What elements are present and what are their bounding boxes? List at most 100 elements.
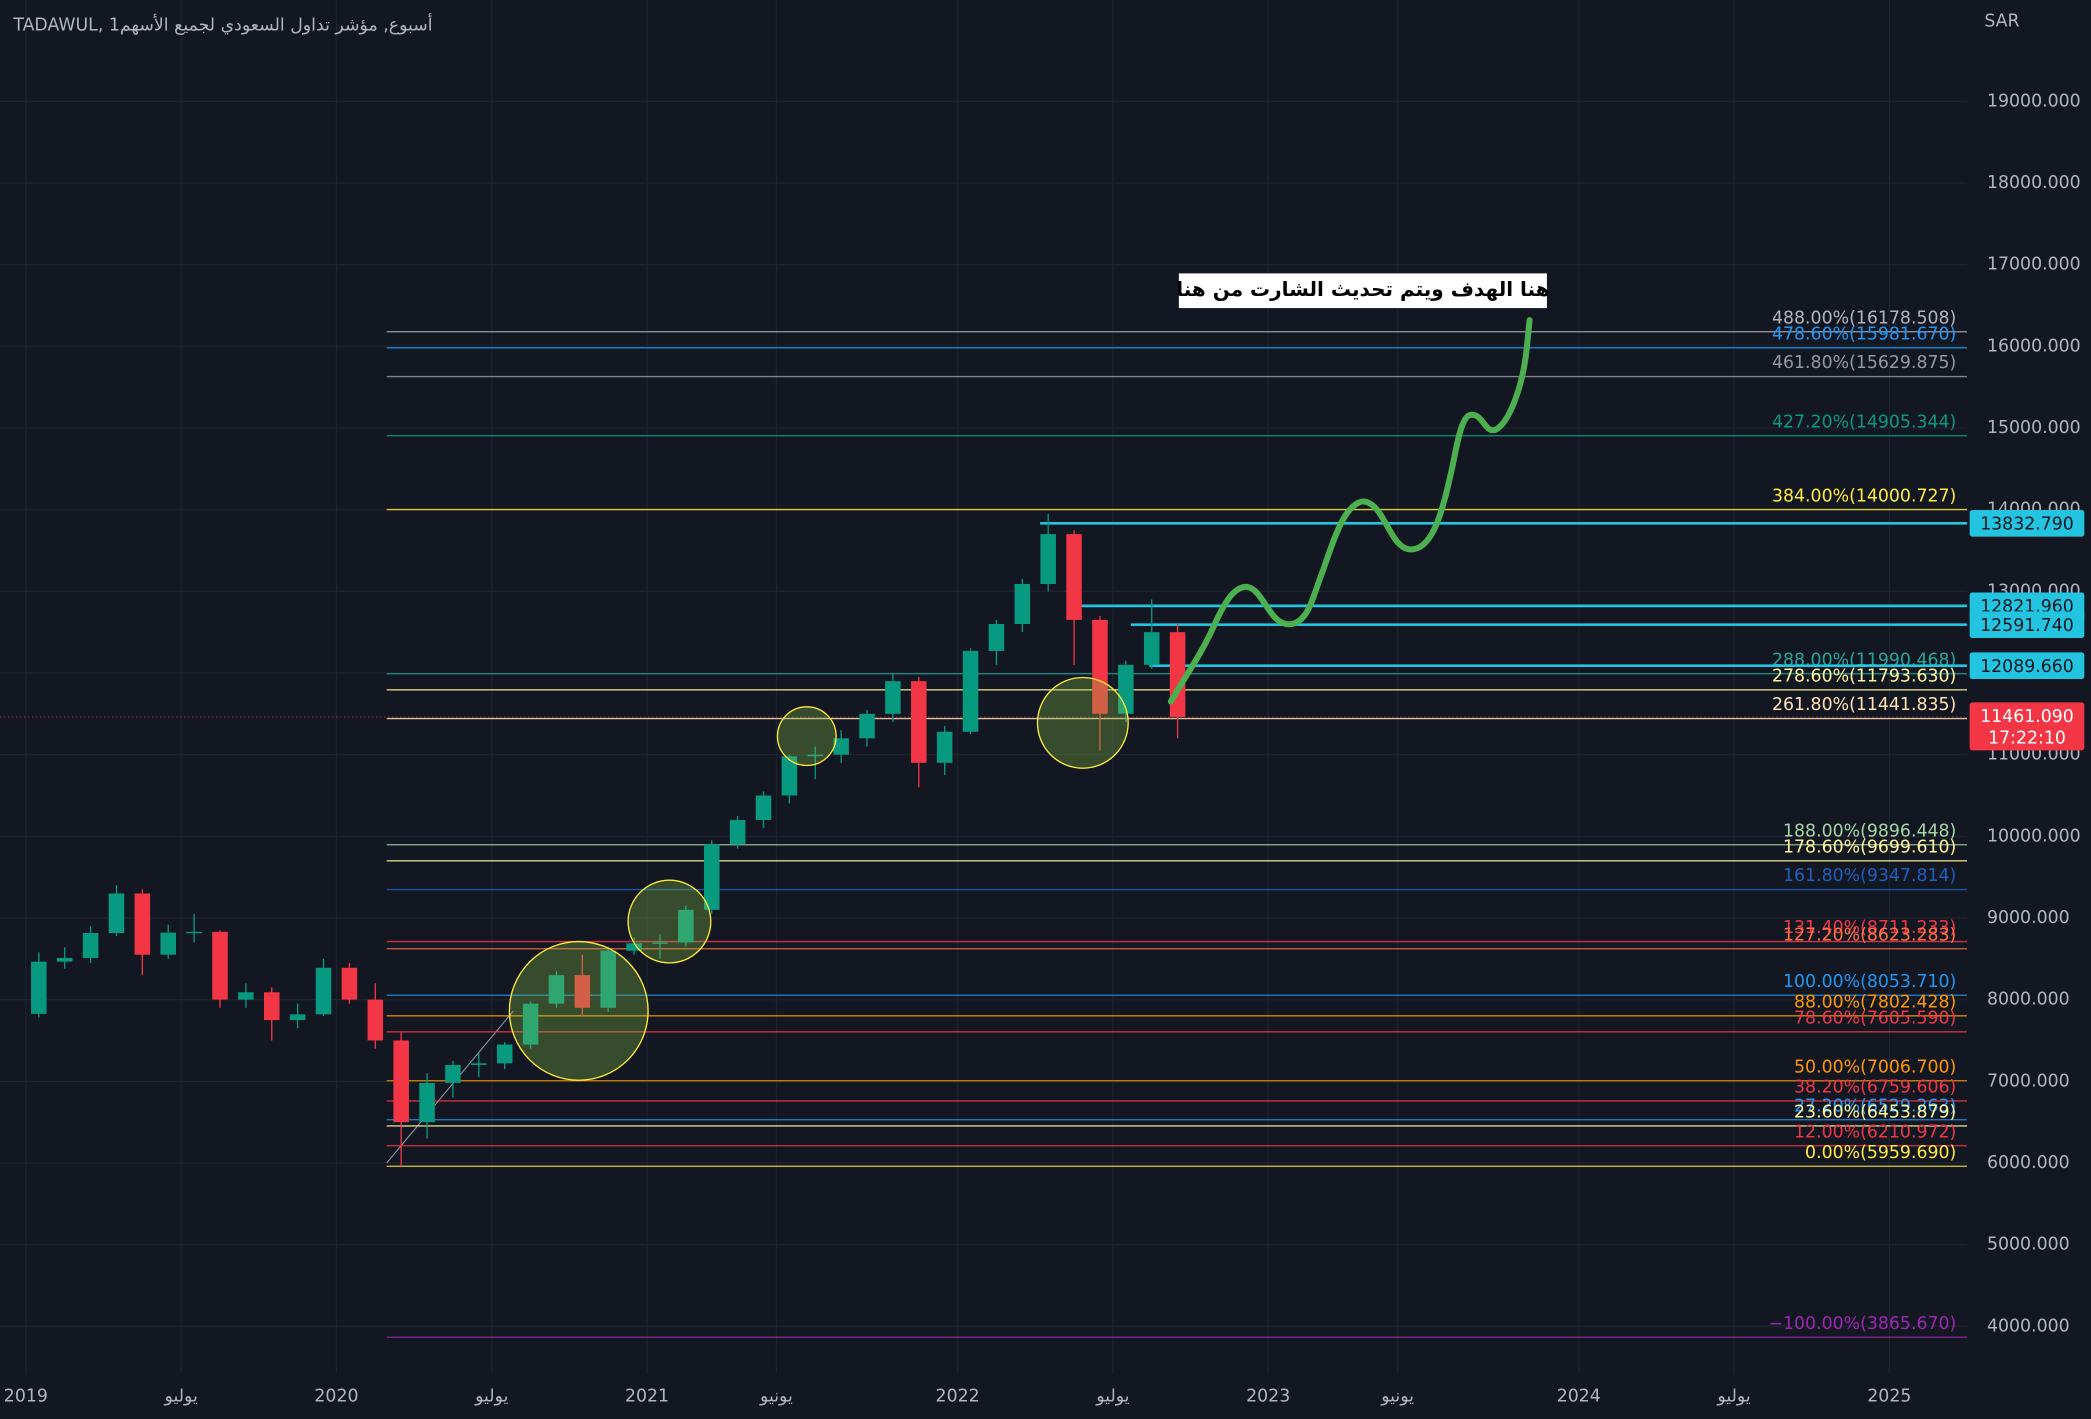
fib-label: 188.00%(9896.448) [1783,821,1956,841]
fib-label: 488.00%(16178.508) [1772,308,1956,328]
x-tick-label: 2023 [1246,1386,1290,1406]
candle-body [82,933,99,958]
candle-body [962,650,979,732]
candle-body [496,1044,513,1064]
y-tick-label: 8000.000 [1987,990,2070,1010]
price-tag [1969,652,2085,680]
candle-body [703,844,720,910]
candle-body [1040,534,1056,584]
x-tick-label: يونيو [1380,1386,1414,1406]
candle-body [471,1063,487,1065]
candle-body [419,1082,435,1123]
price-tag-label: 13832.790 [1980,515,2074,535]
candle-body [988,623,1005,651]
candle-body [56,957,73,962]
y-tick-label: 17000.000 [1987,255,2081,275]
price-tag-label: 12591.740 [1980,616,2074,636]
fib-label: 27.20%(6529.263) [1794,1096,1956,1116]
candle-body [729,819,746,845]
candle-body [781,756,798,796]
fib-label: 178.60%(9699.610) [1783,838,1956,858]
candle-body [574,975,591,1008]
fib-trend-line [386,1010,514,1164]
candle-body [600,950,616,1008]
candle-body [678,909,694,943]
fib-label: 278.60%(11793.630) [1772,667,1956,687]
fib-label: 384.00%(14000.727) [1772,486,1956,506]
y-tick-label: 5000.000 [1987,1235,2070,1255]
candle-body [238,992,254,1000]
y-tick-label: 19000.000 [1987,91,2081,111]
candle-body [859,713,875,739]
candle-body [833,738,849,755]
x-tick-label: يونيو [759,1386,793,1406]
axes: 4000.000 5000.000 6000.000 7000.000 8000.000… [4,91,2085,1406]
fib-label: 127.20%(8623.283) [1783,925,1956,945]
fib-label: 0.00%(5959.690) [1805,1143,1956,1163]
candle-body [911,681,927,763]
candle-body [186,931,202,934]
candle-body [212,931,228,1000]
highlight-circle [776,706,837,767]
x-tick-label: يوليو [474,1386,508,1406]
fib-label: 461.80%(15629.875) [1772,353,1956,373]
candle-body [160,932,176,955]
candle-body [1092,619,1108,714]
candle-body [1143,632,1160,665]
fib-label: 38.20%(6759.606) [1794,1078,1956,1098]
candle-body [807,754,824,757]
candle-body [1066,534,1082,620]
fib-label: 23.60%(6453.879) [1794,1103,1956,1123]
countdown: 17:22:10 [1988,728,2066,748]
y-tick-label: 10000.000 [1987,826,2081,846]
candle-body [315,967,332,1015]
fib-label: −100.00%(3865.670) [1768,1314,1956,1334]
x-tick-label: 2025 [1867,1386,1911,1406]
highlight-circle [627,879,712,964]
fib-label: 161.80%(9347.814) [1783,866,1956,886]
projection-curve [1167,317,1533,705]
candle-body [885,681,901,714]
x-tick-label: 2019 [4,1386,48,1406]
fib-label: 12.00%(6210.972) [1794,1122,1956,1142]
fib-label: 88.00%(7802.428) [1794,992,1956,1012]
candle-body [31,961,47,1014]
x-tick-label: يوليو [1716,1386,1750,1406]
fib-label: 261.80%(11441.835) [1772,695,1956,715]
fib-label: 478.60%(15981.670) [1772,324,1956,344]
highlight-circle [1036,676,1129,769]
candle-body [1118,664,1134,714]
price-tag-label: 12089.660 [1980,657,2074,677]
price-tag [1969,611,2085,638]
fib-label: 78.60%(7605.590) [1794,1009,1956,1029]
chart-title: TADAWUL, 1أسبوع, مؤشر تداول السعودي لجمي… [12,13,432,35]
x-tick-label: 2020 [314,1386,358,1406]
candle-body [755,795,772,820]
candle-body [626,943,642,951]
fib-label: 131.40%(8711.233) [1783,918,1956,938]
highlight-circles [508,676,1129,1081]
candles [31,513,1186,1167]
candle-body [263,992,280,1021]
candle-body [341,967,358,1000]
candle-body [289,1014,306,1021]
candle-body [393,1040,409,1123]
currency: SAR [1984,11,2019,31]
annotation: هنا الهدف ويتم تحديث الشارت من هنا [1176,277,1549,301]
last-price-label: 11461.090 [1980,707,2074,727]
x-tick-label: 2022 [936,1386,980,1406]
x-tick-label: 2021 [625,1386,669,1406]
candle-body [134,893,151,955]
y-tick-label: 6000.000 [1987,1153,2070,1173]
price-tag [1969,509,2085,537]
x-tick-label: يوليو [164,1386,198,1406]
highlight-circle [508,940,649,1081]
x-tick-label: 2024 [1557,1386,1601,1406]
y-tick-label: 9000.000 [1987,908,2070,928]
candle-body [367,999,384,1041]
last-price-tag [1969,702,2085,751]
y-tick-label: 16000.000 [1987,336,2081,356]
